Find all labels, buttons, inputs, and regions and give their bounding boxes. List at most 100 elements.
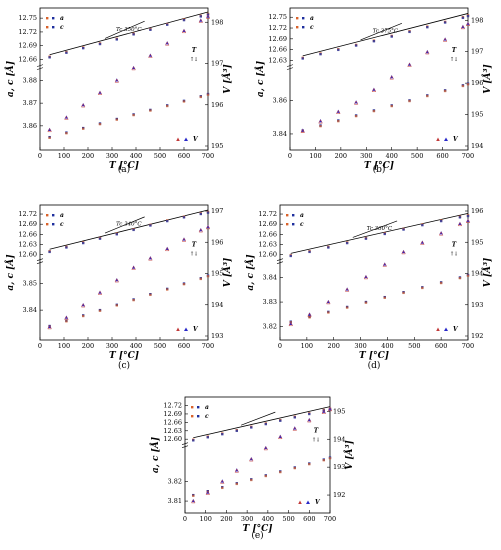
point-c-heat xyxy=(372,40,376,43)
y-tick-label: 12.69 xyxy=(258,220,277,228)
point-a-heat xyxy=(250,478,253,482)
y-tick-label: 12.63 xyxy=(258,241,277,249)
y2-tick-label: 195 xyxy=(211,142,223,150)
panel-caption: (c) xyxy=(118,360,130,371)
y-tick-label: 12.66 xyxy=(268,46,287,54)
point-V-heat xyxy=(234,468,240,473)
y-tick-label: 12.66 xyxy=(18,230,37,238)
point-a-heat xyxy=(443,89,447,93)
cooling-arrow: ↓ xyxy=(316,437,321,443)
y-tick-label: 12.69 xyxy=(18,42,37,50)
point-c-heat xyxy=(166,219,169,223)
x-tick-label: 100 xyxy=(301,342,313,350)
x-tick-label: 100 xyxy=(58,342,70,350)
point-a-heat xyxy=(322,459,325,462)
legend-label-V: V xyxy=(453,136,459,143)
legend-label-V: V xyxy=(193,326,199,333)
x-tick-label: 700 xyxy=(324,515,336,523)
y-axis-label-left: a, c [Å] xyxy=(254,61,266,97)
point-a-heat xyxy=(354,114,358,118)
point-V-heat xyxy=(336,109,341,114)
point-a-heat xyxy=(461,84,465,88)
point-c-heat xyxy=(466,14,470,18)
point-a-heat xyxy=(279,470,282,474)
plot-frame xyxy=(39,204,209,341)
legend-marker-a xyxy=(302,17,305,20)
point-V-heat xyxy=(131,66,136,71)
point-a-heat xyxy=(199,277,202,281)
fit-line-low xyxy=(104,20,145,39)
legend-marker-V xyxy=(444,137,448,141)
cooling-arrow: ↓ xyxy=(194,252,199,258)
x-tick-label: 0 xyxy=(183,515,187,523)
fit-line-c xyxy=(302,13,469,57)
x-tick-label: 400 xyxy=(381,342,393,350)
legend-marker-V xyxy=(184,137,188,141)
y2-tick-label: 196 xyxy=(471,207,483,215)
x-tick-label: 100 xyxy=(58,152,70,160)
y2-tick-label: 193 xyxy=(333,463,345,471)
y2-tick-label: 193 xyxy=(471,301,483,309)
y-tick-label: 12.69 xyxy=(163,410,182,418)
point-a-heat xyxy=(439,281,443,285)
point-V-heat xyxy=(80,303,86,308)
legend-marker-c xyxy=(292,223,295,226)
x-tick-label: 400 xyxy=(262,515,274,523)
point-c-heat xyxy=(65,51,68,54)
point-a-heat xyxy=(426,94,429,98)
point-c-heat xyxy=(48,250,51,254)
fit-line-c xyxy=(49,209,209,250)
legend-marker-c xyxy=(296,26,299,29)
arrow-T-label: T xyxy=(192,47,197,54)
point-c-heat xyxy=(166,23,169,26)
y-axis-label-right: V [Å³] xyxy=(481,258,493,288)
legend-marker-V xyxy=(176,137,180,141)
x-axis-label: T [°C] xyxy=(109,161,139,171)
plot-frame xyxy=(184,396,331,514)
fit-line-low xyxy=(352,220,398,238)
point-V-heat xyxy=(438,231,444,236)
point-c-heat xyxy=(364,237,368,240)
legend-marker-a xyxy=(296,17,299,20)
y2-tick-label: 196 xyxy=(471,79,483,87)
x-tick-label: 500 xyxy=(154,342,166,350)
legend-label-a: a xyxy=(310,15,314,22)
y2-tick-label: 194 xyxy=(471,270,483,278)
panel-caption: (d) xyxy=(368,360,381,371)
y2-tick-label: 196 xyxy=(211,101,223,109)
point-c-heat xyxy=(308,412,311,416)
axis-break xyxy=(276,258,284,261)
point-a-heat xyxy=(408,99,411,103)
point-a-heat xyxy=(166,104,169,108)
point-c-heat xyxy=(206,211,210,214)
point-V-heat xyxy=(326,300,331,305)
point-a-heat xyxy=(466,274,470,277)
legend-label-a: a xyxy=(205,404,209,411)
y2-tick-label: 192 xyxy=(333,491,345,499)
point-a-heat xyxy=(308,462,311,466)
point-c-heat xyxy=(250,426,253,429)
point-V-heat xyxy=(205,225,211,230)
point-c-heat xyxy=(461,16,465,20)
point-V-heat xyxy=(114,78,120,83)
y2-tick-label: 197 xyxy=(471,48,483,56)
point-c-heat xyxy=(439,219,443,223)
fit-line-c xyxy=(49,11,209,56)
x-tick-label: 200 xyxy=(335,152,347,160)
point-V-heat xyxy=(97,90,103,95)
panel-caption: (e) xyxy=(251,530,263,541)
point-V-heat xyxy=(181,28,187,34)
x-tick-label: 400 xyxy=(386,152,398,160)
point-c-heat xyxy=(65,246,68,249)
y-axis-label-left: a, c [Å] xyxy=(4,254,16,290)
point-V-heat xyxy=(307,418,312,423)
arrow-T-label: T xyxy=(192,242,197,249)
point-V-heat xyxy=(249,457,254,462)
point-V-heat xyxy=(401,250,406,255)
point-a-heat xyxy=(82,127,85,130)
point-a-heat xyxy=(293,466,296,470)
y-tick-label: 12.72 xyxy=(163,402,182,410)
legend-label-c: c xyxy=(60,24,64,31)
point-c-heat xyxy=(443,21,447,24)
